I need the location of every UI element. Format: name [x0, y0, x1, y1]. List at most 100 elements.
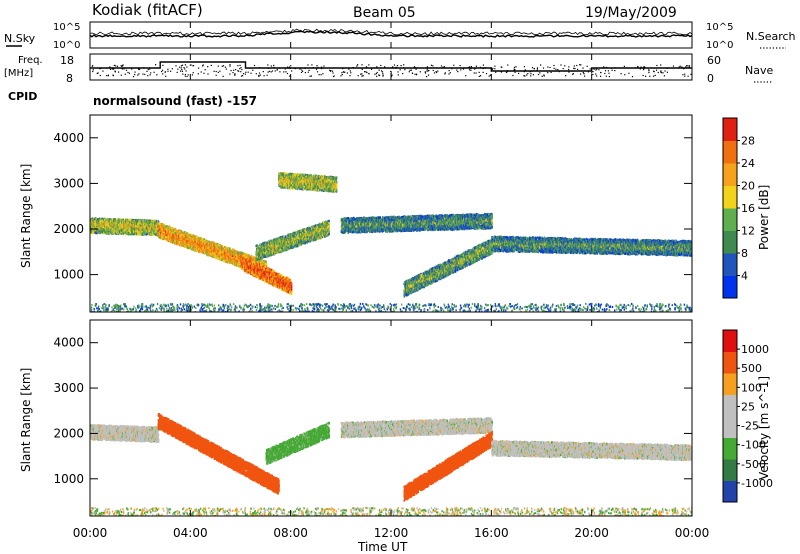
- nave-dot: [568, 68, 570, 71]
- nave-dot: [430, 64, 432, 66]
- nave-dot: [128, 72, 130, 74]
- nave-dot: [392, 66, 394, 68]
- nave-dot: [426, 70, 428, 72]
- echo-cell: [133, 232, 135, 236]
- nave-dot: [479, 66, 481, 68]
- nave-dot: [574, 68, 576, 70]
- echo-cell: [92, 226, 94, 229]
- nave-dot: [138, 68, 140, 70]
- nave-dot: [215, 70, 217, 73]
- echo-cell: [114, 227, 117, 231]
- nave-dot: [382, 75, 384, 77]
- nave-dot: [643, 67, 645, 69]
- nave-dot: [239, 64, 241, 66]
- nave-dot: [614, 67, 616, 69]
- nave-dot: [415, 68, 417, 70]
- nave-dot: [331, 70, 334, 72]
- nave-dot: [640, 66, 642, 68]
- nave-dot: [138, 73, 140, 75]
- cpid-label: CPID: [8, 90, 37, 103]
- nave-dot: [302, 70, 304, 72]
- nave-dot: [122, 65, 124, 67]
- echo-cell: [135, 218, 137, 222]
- nave-dot: [382, 74, 384, 76]
- nave-dot: [180, 67, 182, 69]
- nave-dot: [543, 74, 545, 76]
- nave-dot: [478, 71, 480, 73]
- nave-dot: [482, 67, 484, 70]
- nave-dot: [427, 70, 429, 72]
- echo-cell: [100, 221, 102, 225]
- nave-dot: [167, 70, 169, 72]
- nave-dot: [109, 66, 111, 68]
- nave-dot: [283, 71, 285, 73]
- nave-dot: [120, 74, 122, 76]
- echo-cell: [105, 228, 107, 232]
- nave-dot: [530, 75, 532, 77]
- nave-dot: [400, 65, 402, 67]
- nave-dot: [381, 71, 384, 73]
- nave-dot: [686, 65, 688, 67]
- nave-dot: [176, 71, 178, 73]
- nave-dot: [341, 74, 343, 76]
- nave-dot: [333, 75, 335, 77]
- nave-dot: [482, 64, 484, 66]
- nave-dot: [109, 68, 112, 70]
- nave-dot: [322, 73, 324, 75]
- nave-dot: [536, 68, 538, 70]
- nave-dot: [100, 67, 102, 69]
- echo-cell: [94, 222, 97, 225]
- nave-dot: [678, 66, 680, 68]
- nave-dot: [229, 64, 231, 66]
- nave-dot: [584, 75, 586, 77]
- nave-dot: [134, 71, 136, 73]
- nave-dot: [273, 66, 275, 68]
- nave-dot: [531, 67, 534, 69]
- nave-dot: [267, 64, 269, 66]
- nave-dot: [149, 74, 151, 76]
- nave-dot: [586, 65, 588, 67]
- nave-dot: [147, 69, 149, 71]
- nave-dot: [500, 70, 502, 72]
- nave-dot: [395, 66, 397, 68]
- nave-dot: [341, 72, 343, 74]
- nave-dot: [653, 75, 655, 77]
- nave-dot: [653, 71, 655, 73]
- nave-dot: [660, 71, 662, 73]
- nave-dot: [113, 68, 115, 70]
- echo-cell: [119, 225, 121, 229]
- nave-dot: [560, 64, 562, 66]
- nave-dot: [181, 69, 183, 71]
- nave-tick-bottom: 0: [707, 72, 714, 85]
- nave-dot: [432, 69, 434, 72]
- echo-cell: [119, 220, 121, 224]
- nave-dot: [427, 74, 430, 76]
- echo-cell: [112, 231, 115, 234]
- nave-dot: [106, 67, 108, 69]
- nave-dot: [153, 71, 155, 73]
- nave-dot: [623, 65, 625, 67]
- nave-dot: [532, 74, 534, 76]
- nave-dot: [462, 68, 465, 70]
- nave-dot: [672, 65, 675, 67]
- echo-cell: [100, 224, 103, 228]
- nave-dot: [290, 65, 292, 67]
- echo-cell: [103, 232, 105, 235]
- echo-cell: [139, 232, 141, 236]
- echo-cell: [109, 228, 112, 232]
- nave-dot: [648, 69, 650, 71]
- nave-dot: [365, 66, 368, 68]
- nave-dot: [175, 65, 177, 67]
- nave-dot: [596, 68, 598, 70]
- nave-dot: [595, 73, 597, 75]
- nave-dot: [379, 74, 381, 77]
- echo-cell: [108, 229, 110, 232]
- nave-dot: [180, 65, 183, 67]
- nave-dot: [631, 76, 634, 78]
- echo-cell: [116, 228, 119, 231]
- nave-dot: [348, 68, 350, 70]
- nave-dot: [217, 71, 219, 73]
- nave-dot: [582, 72, 584, 74]
- nave-dot: [118, 71, 120, 73]
